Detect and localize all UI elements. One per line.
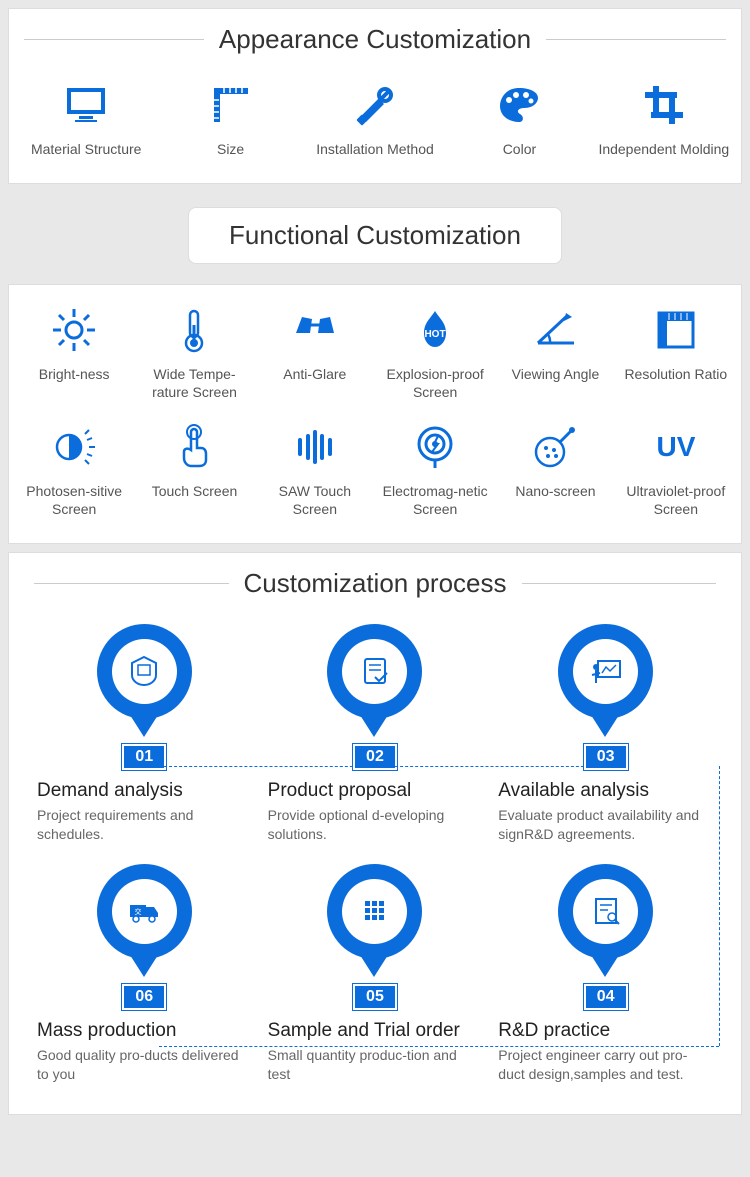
palette-icon	[494, 80, 544, 130]
pin-icon	[558, 624, 653, 739]
contrast-icon	[49, 422, 99, 472]
touch-icon	[169, 422, 219, 472]
svg-text:交: 交	[135, 907, 142, 916]
item-label: Wide Tempe-rature Screen	[137, 365, 251, 401]
step-desc: Good quality pro-ducts delivered to you	[37, 1046, 252, 1084]
functional-item: Viewing Angle	[495, 305, 615, 401]
section-title: Customization process	[244, 568, 507, 599]
item-label: Size	[161, 140, 299, 158]
process-step: 03 Available analysis Evaluate product a…	[490, 614, 721, 854]
functional-item: Bright-ness	[14, 305, 134, 401]
process-step: 05 Sample and Trial order Small quantity…	[260, 854, 491, 1094]
pin-icon	[97, 624, 192, 739]
brightness-icon	[49, 305, 99, 355]
item-label: Touch Screen	[137, 482, 251, 500]
functional-item: Anti-Glare	[255, 305, 375, 401]
connector-line	[719, 766, 720, 1046]
step-title: Demand analysis	[37, 780, 252, 802]
hot-icon: HOT	[410, 305, 460, 355]
divider	[522, 583, 717, 584]
functional-item: Touch Screen	[134, 422, 254, 518]
step-desc: Provide optional d-eveloping solutions.	[268, 806, 483, 844]
connector-line	[159, 766, 599, 767]
appearance-item: Independent Molding	[592, 80, 736, 158]
pin-icon: 交	[97, 864, 192, 979]
glasses-icon	[290, 305, 340, 355]
appearance-item: Color	[447, 80, 591, 158]
section-header: Appearance Customization	[9, 24, 741, 55]
functional-item: UV Ultraviolet-proof Screen	[616, 422, 736, 518]
item-label: Color	[450, 140, 588, 158]
section-title: Functional Customization	[188, 207, 562, 264]
step-title: R&D practice	[498, 1020, 713, 1042]
svg-text:HOT: HOT	[425, 329, 446, 340]
functional-item: Nano-screen	[495, 422, 615, 518]
divider	[34, 583, 229, 584]
saw-icon	[290, 422, 340, 472]
section-title: Appearance Customization	[219, 24, 531, 55]
process-section: Customization process 01 Demand analysis…	[8, 552, 742, 1115]
functional-section: Functional Customization Bright-ness Wid…	[0, 192, 750, 544]
crop-icon	[639, 80, 689, 130]
nano-icon	[530, 422, 580, 472]
section-header: Customization process	[19, 568, 731, 599]
step-title: Mass production	[37, 1020, 252, 1042]
ruler-icon	[206, 80, 256, 130]
appearance-item: Installation Method	[303, 80, 447, 158]
item-label: Viewing Angle	[498, 365, 612, 383]
step-title: Available analysis	[498, 780, 713, 802]
pin-icon	[327, 624, 422, 739]
step-desc: Evaluate product availability and signR&…	[498, 806, 713, 844]
step-number: 04	[584, 984, 628, 1010]
functional-item: Resolution Ratio	[616, 305, 736, 401]
step-number: 05	[353, 984, 397, 1010]
functional-item: Photosen-sitive Screen	[14, 422, 134, 518]
item-label: Photosen-sitive Screen	[17, 482, 131, 518]
step-desc: Project requirements and schedules.	[37, 806, 252, 844]
thermometer-icon	[169, 305, 219, 355]
item-label: Electromag-netic Screen	[378, 482, 492, 518]
pin-icon	[558, 864, 653, 979]
process-step: 04 R&D practice Project engineer carry o…	[490, 854, 721, 1094]
item-label: Bright-ness	[17, 365, 131, 383]
svg-text:UV: UV	[656, 431, 695, 462]
electromagnetic-icon	[410, 422, 460, 472]
item-label: Installation Method	[306, 140, 444, 158]
resolution-icon	[651, 305, 701, 355]
monitor-icon	[61, 80, 111, 130]
item-label: SAW Touch Screen	[258, 482, 372, 518]
step-desc: Small quantity produc-tion and test	[268, 1046, 483, 1084]
step-desc: Project engineer carry out pro-duct desi…	[498, 1046, 713, 1084]
step-title: Sample and Trial order	[268, 1020, 483, 1042]
item-label: Anti-Glare	[258, 365, 372, 383]
functional-item: SAW Touch Screen	[255, 422, 375, 518]
item-label: Ultraviolet-proof Screen	[619, 482, 733, 518]
item-label: Explosion-proof Screen	[378, 365, 492, 401]
functional-item: HOT Explosion-proof Screen	[375, 305, 495, 401]
divider	[24, 39, 204, 40]
tools-icon	[350, 80, 400, 130]
process-grid: 01 Demand analysis Project requirements …	[19, 614, 731, 1094]
functional-item: Wide Tempe-rature Screen	[134, 305, 254, 401]
item-label: Material Structure	[17, 140, 155, 158]
appearance-item: Material Structure	[14, 80, 158, 158]
process-step: 交 06 Mass production Good quality pro-du…	[29, 854, 260, 1094]
angle-icon	[530, 305, 580, 355]
uv-icon: UV	[651, 422, 701, 472]
appearance-item: Size	[158, 80, 302, 158]
connector-line	[159, 1046, 719, 1047]
process-step: 02 Product proposal Provide optional d-e…	[260, 614, 491, 854]
step-number: 06	[122, 984, 166, 1010]
step-title: Product proposal	[268, 780, 483, 802]
functional-item: Electromag-netic Screen	[375, 422, 495, 518]
process-step: 01 Demand analysis Project requirements …	[29, 614, 260, 854]
item-label: Resolution Ratio	[619, 365, 733, 383]
item-label: Nano-screen	[498, 482, 612, 500]
pin-icon	[327, 864, 422, 979]
item-label: Independent Molding	[595, 140, 733, 158]
divider	[546, 39, 726, 40]
appearance-section: Appearance Customization Material Struct…	[8, 8, 742, 184]
